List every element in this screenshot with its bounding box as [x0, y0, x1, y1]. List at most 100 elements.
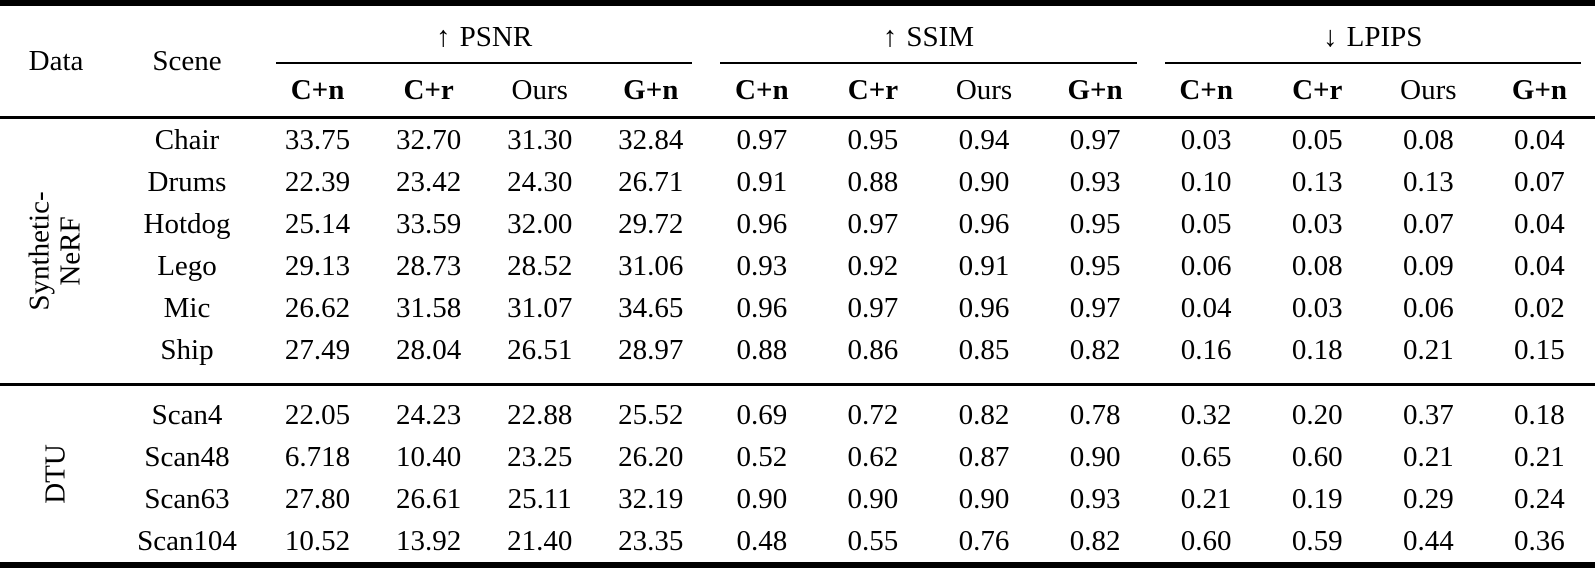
- scene-name: Drums: [147, 165, 227, 198]
- col-header-psnr-method: C+r: [403, 73, 454, 106]
- metric-value: 26.51: [507, 333, 573, 366]
- metric-value: 22.39: [284, 165, 351, 198]
- metric-value: 0.03: [1180, 123, 1232, 156]
- metric-value: 0.72: [847, 398, 899, 431]
- metric-value: 0.59: [1291, 524, 1343, 557]
- metric-value: 0.97: [1069, 291, 1121, 324]
- table-row: Drums 22.39 23.42 24.30 26.71 0.91 0.88 0.90 0.9…: [0, 161, 1595, 203]
- metric-value: 31.07: [507, 291, 573, 324]
- metric-value: 26.71: [618, 165, 684, 198]
- metric-value: 13.92: [395, 524, 462, 557]
- metric-value: 0.93: [736, 249, 788, 282]
- metric-value: 28.73: [395, 249, 462, 282]
- metric-value: 28.04: [395, 333, 462, 366]
- metric-value: 0.04: [1514, 207, 1565, 240]
- metric-value: 0.06: [1180, 249, 1232, 282]
- metric-value: 26.20: [618, 440, 684, 473]
- table-row: Mic 26.62 31.58 31.07 34.65 0.96 0.97 0.96 0.97 0…: [0, 287, 1595, 329]
- metric-value: 0.96: [736, 291, 788, 324]
- metric-value: 0.88: [847, 165, 899, 198]
- metric-value: 0.24: [1514, 482, 1565, 515]
- metric-value: 0.18: [1514, 398, 1565, 431]
- group-header-row: Data Scene ↑ PSNR ↑ SSIM ↓: [0, 6, 1595, 77]
- metric-value: 0.21: [1514, 440, 1565, 473]
- metric-value: 0.96: [736, 207, 788, 240]
- col-header-data: Data: [28, 44, 84, 77]
- metric-value: 0.60: [1180, 524, 1232, 557]
- scene-name: Lego: [157, 249, 217, 282]
- metric-value: 0.04: [1180, 291, 1232, 324]
- col-header-ssim-method: G+n: [1067, 73, 1123, 106]
- col-header-psnr-method: C+n: [290, 73, 345, 106]
- metric-value: 0.29: [1402, 482, 1454, 515]
- table-row: Scan63 27.80 26.61 25.11 32.19 0.90 0.90 0.90 0.…: [0, 478, 1595, 520]
- metric-value: 0.44: [1402, 524, 1454, 557]
- metric-value: 0.97: [1069, 123, 1121, 156]
- metrics-table: Data Scene ↑ PSNR ↑ SSIM ↓: [0, 6, 1595, 562]
- metric-value: 0.08: [1291, 249, 1343, 282]
- scene-name: Scan48: [144, 440, 230, 473]
- metric-value: 0.20: [1291, 398, 1343, 431]
- metric-value: 0.09: [1402, 249, 1454, 282]
- metric-value: 0.85: [958, 333, 1010, 366]
- metric-value: 32.70: [395, 123, 462, 156]
- bottom-rule: [0, 562, 1595, 568]
- col-header-lpips-method: C+n: [1179, 73, 1233, 106]
- metric-value: 0.13: [1291, 165, 1343, 198]
- metric-value: 23.25: [507, 440, 573, 473]
- metric-value: 34.65: [618, 291, 684, 324]
- table-row: Synthetic- NeRF Chair 33.75 32.70 31.30 32.84…: [0, 118, 1595, 311]
- scene-name: Ship: [160, 333, 214, 366]
- group-dtu: DTU Scan4 22.05 24.23 22.88 25.52 0.69 0.72 0.82…: [0, 384, 1595, 563]
- metric-value: 0.88: [736, 333, 788, 366]
- vertical-group-label: Synthetic- NeRF: [23, 191, 87, 311]
- top-rule: [0, 0, 1595, 6]
- metric-value: 29.13: [284, 249, 351, 282]
- table-row: Lego 29.13 28.73 28.52 31.06 0.93 0.92 0.91 0.95…: [0, 245, 1595, 287]
- metric-value: 33.59: [395, 207, 462, 240]
- metric-value: 0.90: [958, 165, 1010, 198]
- metric-value: 0.15: [1514, 333, 1565, 366]
- metric-value: 0.21: [1402, 440, 1454, 473]
- col-header-scene: Scene: [152, 44, 222, 77]
- metric-value: 0.97: [736, 123, 788, 156]
- metric-value: 0.87: [958, 440, 1010, 473]
- metric-value: 33.75: [284, 123, 351, 156]
- metric-value: 0.86: [847, 333, 899, 366]
- metric-value: 0.05: [1291, 123, 1343, 156]
- group-header-label: LPIPS: [1346, 21, 1423, 53]
- col-header-lpips-method: C+r: [1292, 73, 1343, 106]
- table-header: Data Scene ↑ PSNR ↑ SSIM ↓: [0, 6, 1595, 118]
- table-row: Scan48 6.718 10.40 23.25 26.20 0.52 0.62 0.87 0.…: [0, 436, 1595, 478]
- metric-value: 0.90: [1069, 440, 1121, 473]
- group-header-ssim: ↑ SSIM: [706, 6, 1150, 64]
- scene-name: Mic: [163, 291, 211, 324]
- metric-value: 0.48: [736, 524, 788, 557]
- metric-value: 31.06: [618, 249, 684, 282]
- metric-value: 0.52: [736, 440, 788, 473]
- metric-value: 32.84: [618, 123, 684, 156]
- metric-value: 0.95: [1069, 249, 1121, 282]
- metric-value: 23.42: [395, 165, 462, 198]
- col-header-psnr-method: Ours: [511, 73, 568, 106]
- metric-value: 6.718: [284, 440, 351, 473]
- metric-value: 0.96: [958, 291, 1010, 324]
- vertical-group-label: DTU: [39, 444, 72, 504]
- metric-value: 0.69: [736, 398, 788, 431]
- metric-value: 0.21: [1402, 333, 1454, 366]
- metric-value: 0.55: [847, 524, 899, 557]
- row-group-label-dtu: DTU: [0, 385, 112, 563]
- metric-value: 0.04: [1514, 249, 1565, 282]
- metric-value: 25.11: [507, 482, 572, 515]
- metric-value: 10.52: [284, 524, 351, 557]
- metric-value: 26.62: [284, 291, 351, 324]
- metric-value: 0.82: [1069, 524, 1121, 557]
- metric-value: 0.62: [847, 440, 899, 473]
- metric-value: 0.82: [1069, 333, 1121, 366]
- metric-value: 0.97: [847, 291, 899, 324]
- group-header-lpips: ↓ LPIPS: [1151, 6, 1595, 64]
- scene-name: Hotdog: [143, 207, 231, 240]
- metric-value: 32.00: [507, 207, 573, 240]
- metric-value: 27.49: [284, 333, 351, 366]
